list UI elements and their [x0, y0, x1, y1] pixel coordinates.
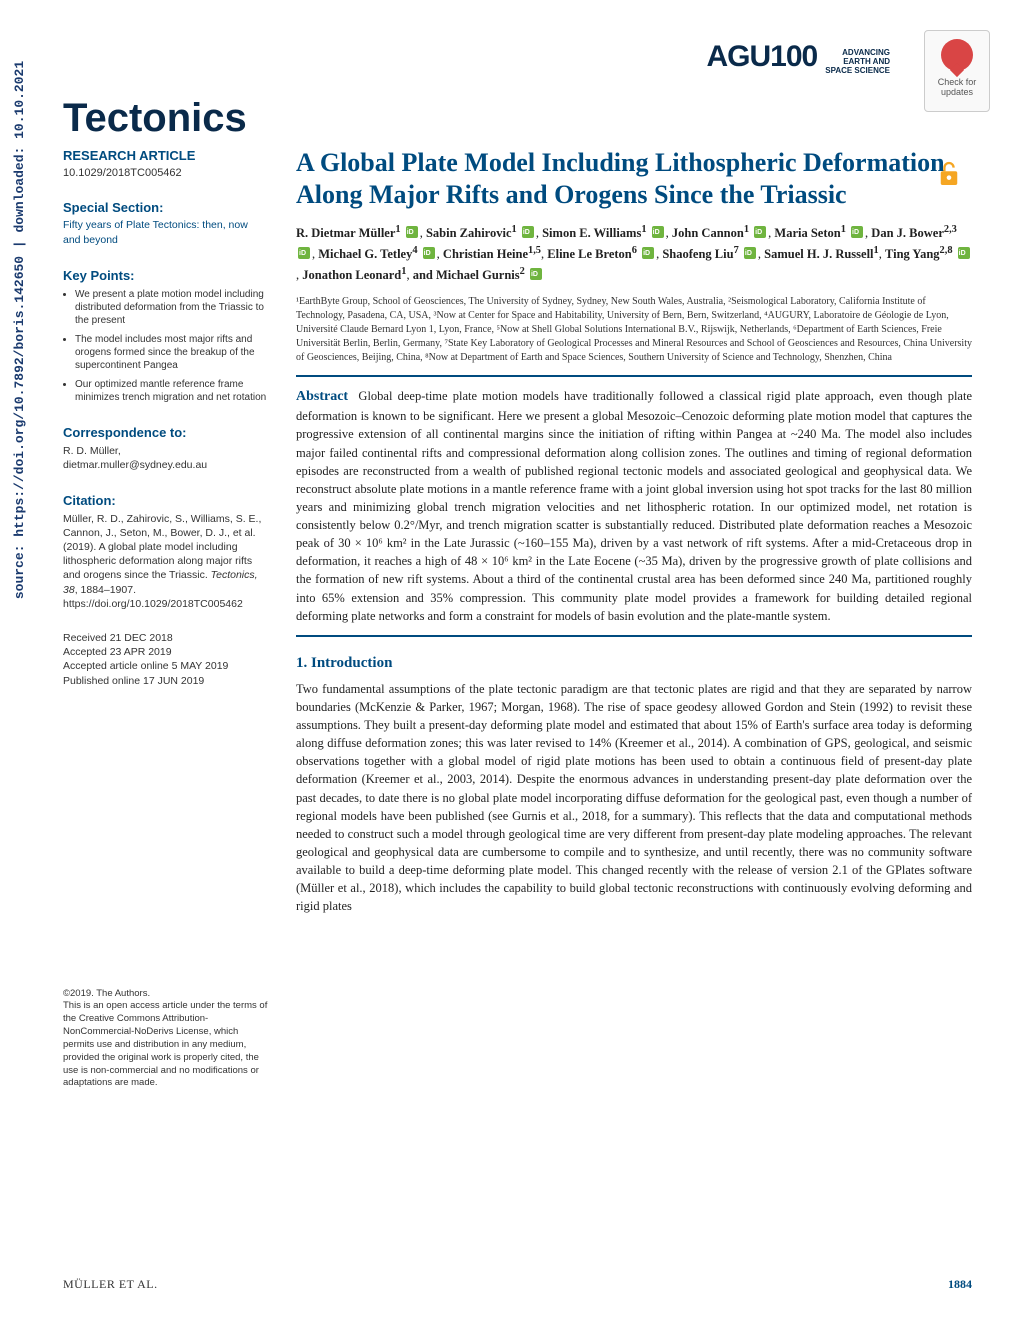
key-points-list: We present a plate motion model includin… — [63, 288, 268, 404]
copyright-head: ©2019. The Authors. — [63, 988, 268, 1001]
orcid-icon[interactable] — [530, 268, 542, 280]
abstract-label: Abstract — [296, 389, 348, 404]
orcid-icon[interactable] — [406, 226, 418, 238]
special-section-link[interactable]: Fifty years of Plate Tectonics: then, no… — [63, 219, 248, 245]
logo-sub3: SPACE SCIENCE — [825, 66, 890, 75]
abstract-text: Global deep-time plate motion models hav… — [296, 389, 972, 623]
main-content: A Global Plate Model Including Lithosphe… — [296, 147, 972, 1091]
orcid-icon[interactable] — [642, 247, 654, 259]
date-published: Published online 17 JUN 2019 — [63, 674, 268, 688]
key-point: Our optimized mantle reference frame min… — [75, 378, 268, 404]
authors: R. Dietmar Müller1 , Sabin Zahirovic1 , … — [296, 222, 972, 285]
copyright-body: This is an open access article under the… — [63, 1000, 268, 1090]
date-received: Received 21 DEC 2018 — [63, 631, 268, 645]
divider — [296, 375, 972, 377]
intro-text: Two fundamental assumptions of the plate… — [296, 680, 972, 916]
date-online: Accepted article online 5 MAY 2019 — [63, 659, 268, 673]
key-point: The model includes most major rifts and … — [75, 333, 268, 372]
article-title: A Global Plate Model Including Lithosphe… — [296, 147, 972, 212]
orcid-icon[interactable] — [423, 247, 435, 259]
footer-author: MÜLLER ET AL. — [63, 1277, 158, 1292]
key-point: We present a plate motion model includin… — [75, 288, 268, 327]
correspondence-name: R. D. Müller, — [63, 444, 268, 458]
sidebar: RESEARCH ARTICLE 10.1029/2018TC005462 Sp… — [63, 147, 268, 1091]
open-access-icon — [938, 160, 960, 188]
orcid-icon[interactable] — [744, 247, 756, 259]
badge-line1: Check for — [925, 77, 989, 87]
orcid-icon[interactable] — [522, 226, 534, 238]
special-section-label: Special Section: — [63, 199, 268, 217]
divider — [296, 635, 972, 637]
badge-line2: updates — [925, 87, 989, 97]
affiliations: ¹EarthByte Group, School of Geosciences,… — [296, 295, 972, 365]
orcid-icon[interactable] — [754, 226, 766, 238]
doi: 10.1029/2018TC005462 — [63, 166, 268, 181]
crossmark-icon — [941, 39, 973, 71]
orcid-icon[interactable] — [851, 226, 863, 238]
dates-block: Received 21 DEC 2018 Accepted 23 APR 201… — [63, 631, 268, 688]
abstract: Abstract Global deep-time plate motion m… — [296, 387, 972, 625]
orcid-icon[interactable] — [652, 226, 664, 238]
date-accepted: Accepted 23 APR 2019 — [63, 645, 268, 659]
journal-title: Tectonics — [63, 96, 990, 141]
section-heading: 1. Introduction — [296, 655, 972, 672]
source-strip: source: https://doi.org/10.7892/boris.14… — [12, 0, 27, 660]
logo-sub1: ADVANCING — [842, 48, 890, 57]
agu-logo-text: AGU100 — [707, 40, 818, 73]
orcid-icon[interactable] — [958, 247, 970, 259]
footer-page: 1884 — [948, 1277, 972, 1292]
page-footer: MÜLLER ET AL. 1884 — [63, 1277, 972, 1292]
publisher-logo: AGU100 ADVANCING EARTH AND SPACE SCIENCE — [45, 40, 990, 76]
article-type: RESEARCH ARTICLE — [63, 147, 268, 165]
check-updates-badge[interactable]: Check for updates — [924, 30, 990, 112]
citation-label: Citation: — [63, 492, 268, 510]
correspondence-email: dietmar.muller@sydney.edu.au — [63, 458, 268, 472]
citation-tail: , 1884–1907. https://doi.org/10.1029/201… — [63, 584, 243, 610]
logo-sub2: EARTH AND — [843, 57, 890, 66]
key-points-label: Key Points: — [63, 267, 268, 285]
correspondence-label: Correspondence to: — [63, 424, 268, 442]
orcid-icon[interactable] — [298, 247, 310, 259]
